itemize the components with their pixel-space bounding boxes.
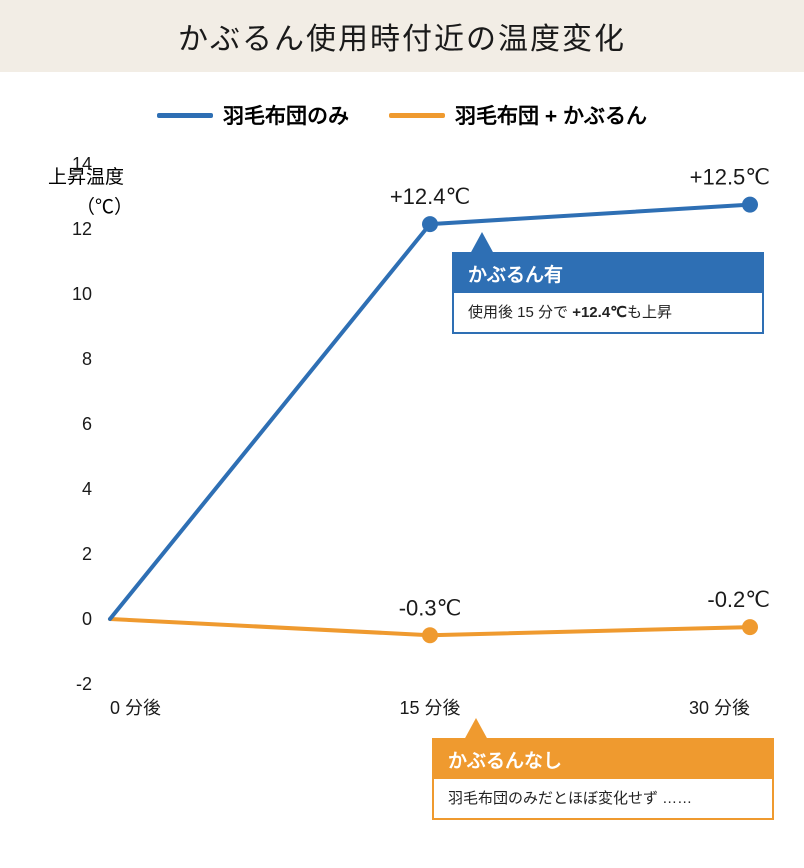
- chart-svg: -2 0 2 4 6 8 10 12 14 0 分後 15 分後 30 分後 -0.3℃ -0.2℃ +12…: [40, 144, 780, 734]
- callout-b-header: かぶるんなし: [434, 740, 772, 779]
- xtick-label: 15 分後: [399, 698, 460, 718]
- ytick-label: 8: [82, 349, 92, 369]
- xtick-label: 0 分後: [110, 698, 161, 718]
- legend-label-b: 羽毛布団 + かぶるん: [455, 100, 647, 130]
- data-label: -0.2℃: [707, 587, 770, 612]
- series-marker: [742, 619, 758, 635]
- legend: 羽毛布団のみ 羽毛布団 + かぶるん: [0, 100, 804, 130]
- chart-title: かぶるん使用時付近の温度変化: [0, 0, 804, 72]
- ytick-label: 10: [72, 284, 92, 304]
- ytick-label: 6: [82, 414, 92, 434]
- ytick-label: 12: [72, 219, 92, 239]
- legend-item-b: 羽毛布団 + かぶるん: [389, 100, 647, 130]
- ytick-label: 4: [82, 479, 92, 499]
- legend-swatch-a: [157, 113, 213, 118]
- chart-area: -2 0 2 4 6 8 10 12 14 0 分後 15 分後 30 分後 -0.3℃ -0.2℃ +12…: [40, 144, 804, 739]
- callout-pointer-b: [464, 718, 488, 740]
- legend-swatch-b: [389, 113, 445, 118]
- xtick-label: 30 分後: [689, 698, 750, 718]
- ytick-label: 14: [72, 154, 92, 174]
- ytick-label: 2: [82, 544, 92, 564]
- callout-a-body-post: も上昇: [627, 304, 672, 321]
- ytick-label: -2: [76, 674, 92, 694]
- callout-with-kaburun: かぶるん有 使用後 15 分で +12.4℃も上昇: [452, 252, 764, 334]
- callout-a-body: 使用後 15 分で +12.4℃も上昇: [454, 293, 762, 332]
- callout-pointer-a: [470, 232, 494, 254]
- series-marker: [422, 216, 438, 232]
- ytick-label: 0: [82, 609, 92, 629]
- callout-without-kaburun: かぶるんなし 羽毛布団のみだとほぼ変化せず ……: [432, 738, 774, 820]
- data-label: +12.4℃: [390, 184, 470, 209]
- data-label: +12.5℃: [690, 165, 770, 190]
- legend-item-a: 羽毛布団のみ: [157, 100, 349, 130]
- callout-a-body-bold: +12.4℃: [572, 304, 627, 321]
- legend-label-a: 羽毛布団のみ: [223, 100, 349, 130]
- callout-b-body: 羽毛布団のみだとほぼ変化せず ……: [434, 779, 772, 818]
- data-label: -0.3℃: [399, 595, 462, 620]
- callout-a-body-pre: 使用後 15 分で: [468, 304, 572, 321]
- callout-a-header: かぶるん有: [454, 254, 762, 293]
- series-marker: [422, 627, 438, 643]
- series-marker: [742, 197, 758, 213]
